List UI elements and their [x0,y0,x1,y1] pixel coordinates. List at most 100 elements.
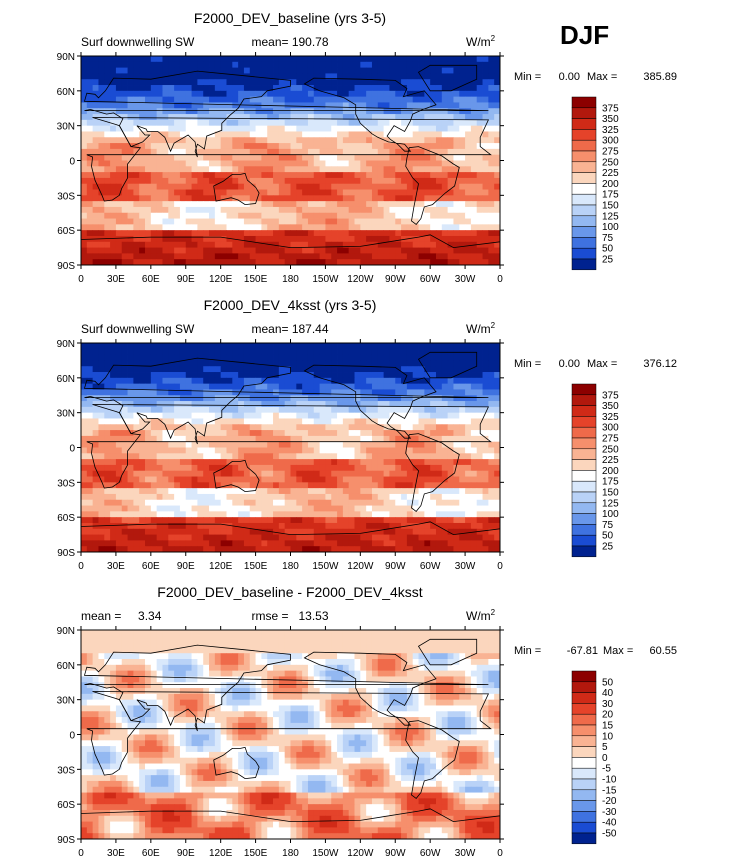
grid-cell [447,160,454,167]
grid-cell [238,160,245,167]
grid-cell [366,79,373,86]
grid-cell [430,56,437,63]
grid-cell [174,372,181,379]
grid-cell [98,195,105,202]
grid-cell [470,464,478,472]
grid-cell [342,488,350,495]
grid-cell [110,154,117,161]
grid-cell [418,56,425,63]
grid-cell [86,160,94,167]
grid-cell [197,459,204,466]
grid-cell [203,343,210,350]
grid-cell [494,511,500,518]
grid-cell [401,195,408,202]
grid-cell [435,96,443,103]
grid-cell [453,108,460,115]
grid-cell [371,183,379,190]
grid-cell [168,61,175,69]
grid-cell [476,401,483,408]
grid-cell [435,412,443,419]
grid-cell [395,453,402,460]
grid-cell [232,224,239,231]
grid-cell [494,360,500,367]
grid-cell [389,218,396,225]
grid-cell [290,412,297,419]
grid-cell [348,395,355,402]
grid-cell [377,90,385,98]
grid-cell [86,464,94,472]
grid-cell [238,441,245,448]
grid-cell [331,235,338,243]
grid-cell [226,259,233,265]
grid-cell [488,253,495,260]
grid-cell [110,148,117,156]
grid-cell [191,137,198,144]
grid-cell [238,395,245,402]
grid-cell [377,172,385,179]
grid-cell [313,201,320,208]
grid-cell [307,464,315,472]
grid-cell [354,470,361,477]
colorbar-label: 150 [602,201,619,212]
grid-cell [150,412,158,419]
grid-cell [185,119,192,127]
grid-cell [243,435,251,443]
grid-cell [92,73,99,80]
grid-cell [121,505,128,512]
grid-cell [441,253,449,260]
grid-cell [150,230,158,237]
grid-cell [139,482,146,489]
grid-cell [127,195,134,202]
grid-cell [313,406,320,414]
grid-cell [395,90,402,98]
grid-cell [127,218,134,225]
grid-cell [284,372,291,379]
grid-cell [348,61,355,69]
grid-cell [179,470,187,477]
grid-cell [342,447,350,454]
grid-cell [168,183,175,190]
grid-cell [98,206,105,214]
grid-cell [81,464,88,472]
grid-cell [360,360,367,367]
grid-cell [127,102,134,109]
grid-cell [296,119,303,127]
grid-cell [98,488,105,495]
grid-cell [243,119,251,127]
grid-cell [261,119,268,127]
grid-cell [115,441,123,448]
grid-cell [226,189,233,196]
grid-cell [482,453,489,460]
grid-cell [424,230,431,237]
grid-cell [121,148,128,156]
grid-cell [325,224,332,231]
grid-cell [430,418,437,425]
grid-cell [383,366,390,373]
units-base: W/m [466,35,491,49]
grid-cell [92,511,99,518]
grid-cell [313,418,320,425]
grid-cell [209,143,216,150]
grid-cell [255,224,262,231]
colorbar: 3753503253002752502252001751501251007550… [571,96,619,271]
grid-cell [127,183,134,190]
grid-cell [92,61,99,69]
grid-cell [133,453,140,460]
grid-cell [243,247,251,254]
grid-cell [412,499,419,506]
grid-cell [476,67,483,74]
grid-cell [383,247,390,254]
grid-cell [371,424,379,431]
grid-cell [465,377,472,385]
grid-cell [261,212,268,219]
grid-cell [162,259,169,265]
grid-cell [354,235,361,243]
grid-cell [168,406,175,414]
grid-cell [331,172,338,179]
grid-cell [296,224,303,231]
grid-cell [406,343,414,350]
grid-cell [302,354,309,361]
grid-cell [418,183,425,190]
grid-cell [319,224,326,231]
grid-cell [115,96,123,103]
